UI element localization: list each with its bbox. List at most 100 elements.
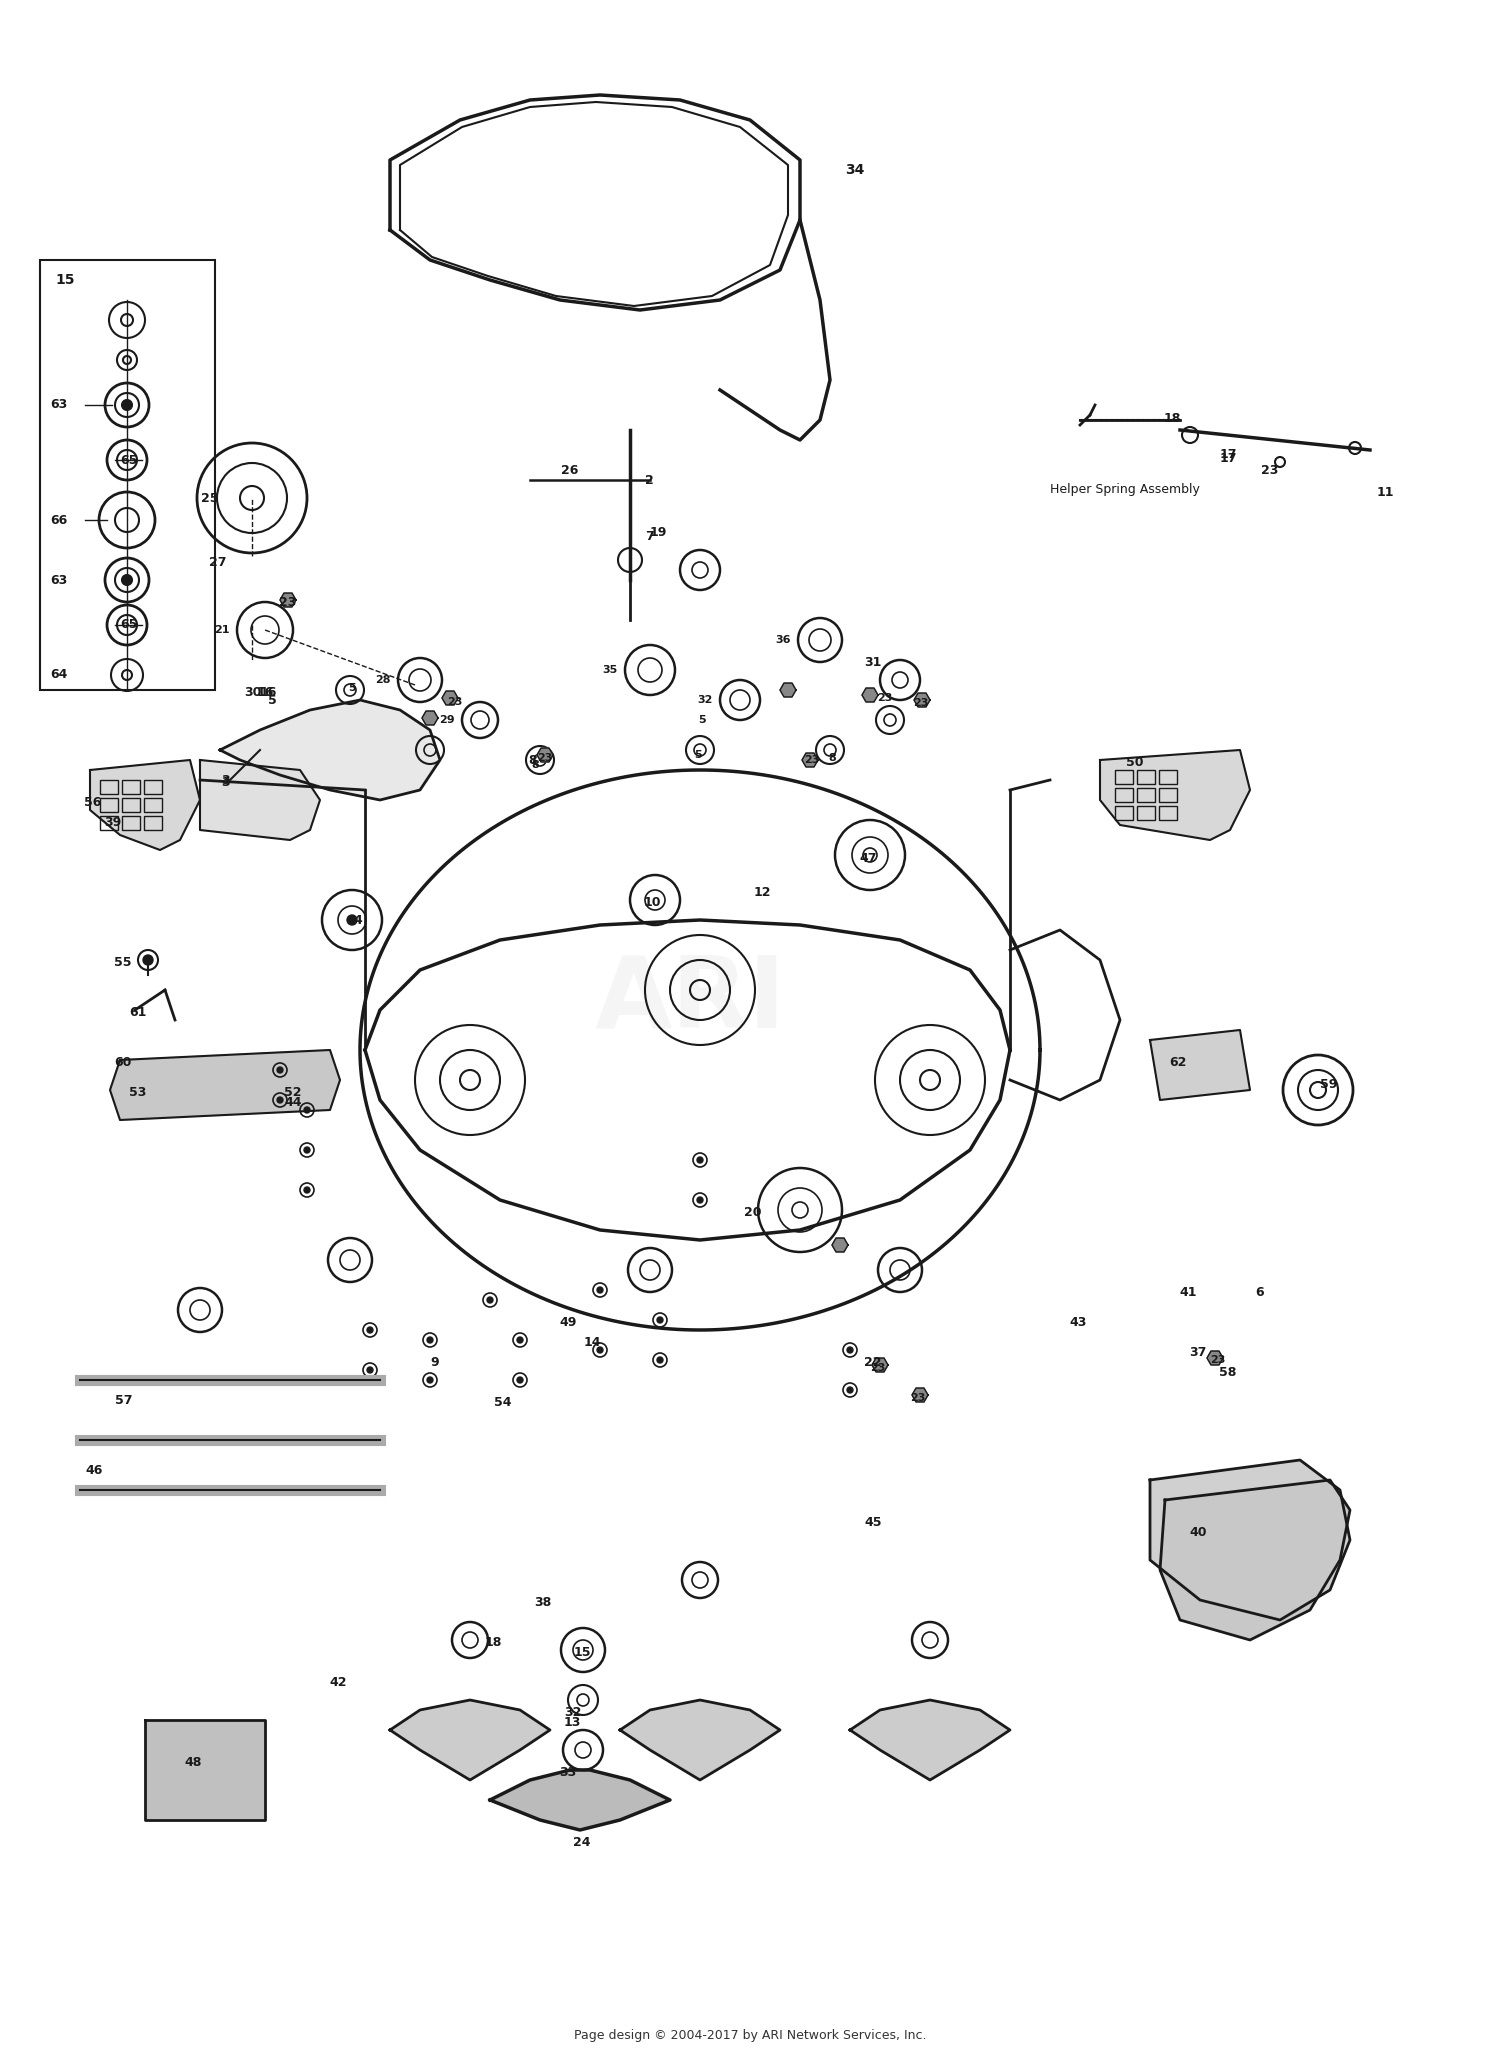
Text: 23: 23	[1262, 463, 1278, 476]
Bar	[1137, 770, 1155, 784]
Circle shape	[597, 1287, 603, 1293]
Text: 62: 62	[1170, 1056, 1186, 1069]
Text: 3: 3	[220, 776, 230, 789]
Text: 23: 23	[878, 694, 892, 702]
Text: 64: 64	[50, 669, 68, 682]
Text: 57: 57	[116, 1394, 132, 1406]
Bar	[144, 780, 162, 795]
Circle shape	[278, 1097, 284, 1104]
Text: 43: 43	[1070, 1316, 1086, 1328]
Polygon shape	[146, 1719, 266, 1820]
Polygon shape	[442, 692, 458, 704]
Polygon shape	[862, 688, 877, 702]
Bar	[1160, 789, 1178, 803]
Bar	[144, 799, 162, 811]
Text: 40: 40	[1190, 1526, 1206, 1538]
Text: 44: 44	[285, 1095, 302, 1108]
Text: 7: 7	[645, 531, 654, 544]
Circle shape	[847, 1347, 853, 1353]
Text: 17: 17	[1220, 449, 1236, 461]
Text: 3: 3	[220, 774, 230, 787]
Text: 24: 24	[573, 1835, 591, 1849]
Text: 10: 10	[644, 896, 660, 908]
Text: 23: 23	[870, 1363, 885, 1373]
Circle shape	[847, 1388, 853, 1394]
Text: 20: 20	[744, 1205, 762, 1219]
Text: 23: 23	[914, 698, 928, 708]
Text: 25: 25	[201, 492, 219, 504]
Bar	[1160, 770, 1178, 784]
Text: 8: 8	[828, 754, 836, 764]
Bar	[1114, 770, 1132, 784]
Circle shape	[427, 1336, 433, 1342]
Text: 34: 34	[846, 163, 864, 177]
Text: 27: 27	[209, 556, 226, 568]
Text: Helper Spring Assembly: Helper Spring Assembly	[1050, 484, 1200, 496]
Polygon shape	[1160, 1480, 1350, 1641]
Circle shape	[304, 1147, 310, 1153]
Text: 18: 18	[484, 1635, 501, 1649]
Text: 8: 8	[531, 760, 538, 770]
Text: 14: 14	[584, 1336, 600, 1349]
Text: 4: 4	[354, 914, 363, 927]
Polygon shape	[871, 1359, 888, 1371]
Text: 2: 2	[645, 474, 654, 486]
Text: 22: 22	[864, 1355, 882, 1369]
Bar	[1114, 805, 1132, 819]
Text: 5: 5	[698, 714, 706, 725]
Text: 50: 50	[1126, 756, 1143, 768]
Polygon shape	[537, 747, 554, 762]
Text: 15: 15	[573, 1645, 591, 1657]
Text: 23: 23	[447, 698, 462, 706]
Circle shape	[368, 1367, 374, 1373]
Circle shape	[278, 1067, 284, 1073]
Text: 38: 38	[534, 1596, 552, 1608]
Text: 45: 45	[864, 1515, 882, 1528]
Polygon shape	[280, 593, 296, 607]
Text: 66: 66	[50, 513, 68, 527]
Circle shape	[122, 574, 132, 585]
Bar	[1137, 805, 1155, 819]
Circle shape	[518, 1377, 524, 1384]
Text: 12: 12	[753, 885, 771, 898]
Circle shape	[122, 399, 132, 410]
Circle shape	[142, 955, 153, 966]
Polygon shape	[110, 1050, 340, 1120]
Text: 36: 36	[776, 634, 790, 644]
Polygon shape	[1150, 1030, 1250, 1100]
Circle shape	[597, 1347, 603, 1353]
Bar	[100, 799, 118, 811]
Text: 65: 65	[120, 453, 138, 467]
Circle shape	[368, 1326, 374, 1332]
Bar	[1114, 789, 1132, 803]
Bar	[1137, 789, 1155, 803]
Text: 16: 16	[256, 686, 273, 698]
Text: 6: 6	[1256, 1285, 1264, 1299]
Text: 63: 63	[50, 399, 68, 412]
Text: 18: 18	[1164, 412, 1180, 424]
Text: 23: 23	[279, 595, 297, 609]
Polygon shape	[200, 760, 320, 840]
Polygon shape	[1208, 1351, 1222, 1365]
Text: 33: 33	[560, 1765, 576, 1779]
Text: 5: 5	[694, 749, 702, 760]
Circle shape	[304, 1186, 310, 1192]
Text: 23: 23	[1210, 1355, 1225, 1365]
Bar	[100, 780, 118, 795]
Text: 52: 52	[285, 1085, 302, 1100]
Polygon shape	[833, 1237, 848, 1252]
Circle shape	[657, 1357, 663, 1363]
Text: 56: 56	[84, 795, 102, 809]
Text: 16: 16	[260, 686, 276, 698]
Text: 26: 26	[561, 463, 579, 476]
Polygon shape	[90, 760, 200, 850]
Polygon shape	[850, 1701, 1010, 1779]
Text: 48: 48	[184, 1756, 201, 1769]
Circle shape	[488, 1297, 494, 1303]
Text: 9: 9	[430, 1355, 439, 1369]
Text: 65: 65	[120, 618, 138, 632]
Polygon shape	[422, 710, 438, 725]
Text: 15: 15	[56, 274, 75, 286]
Polygon shape	[912, 1388, 928, 1402]
Polygon shape	[802, 754, 818, 766]
